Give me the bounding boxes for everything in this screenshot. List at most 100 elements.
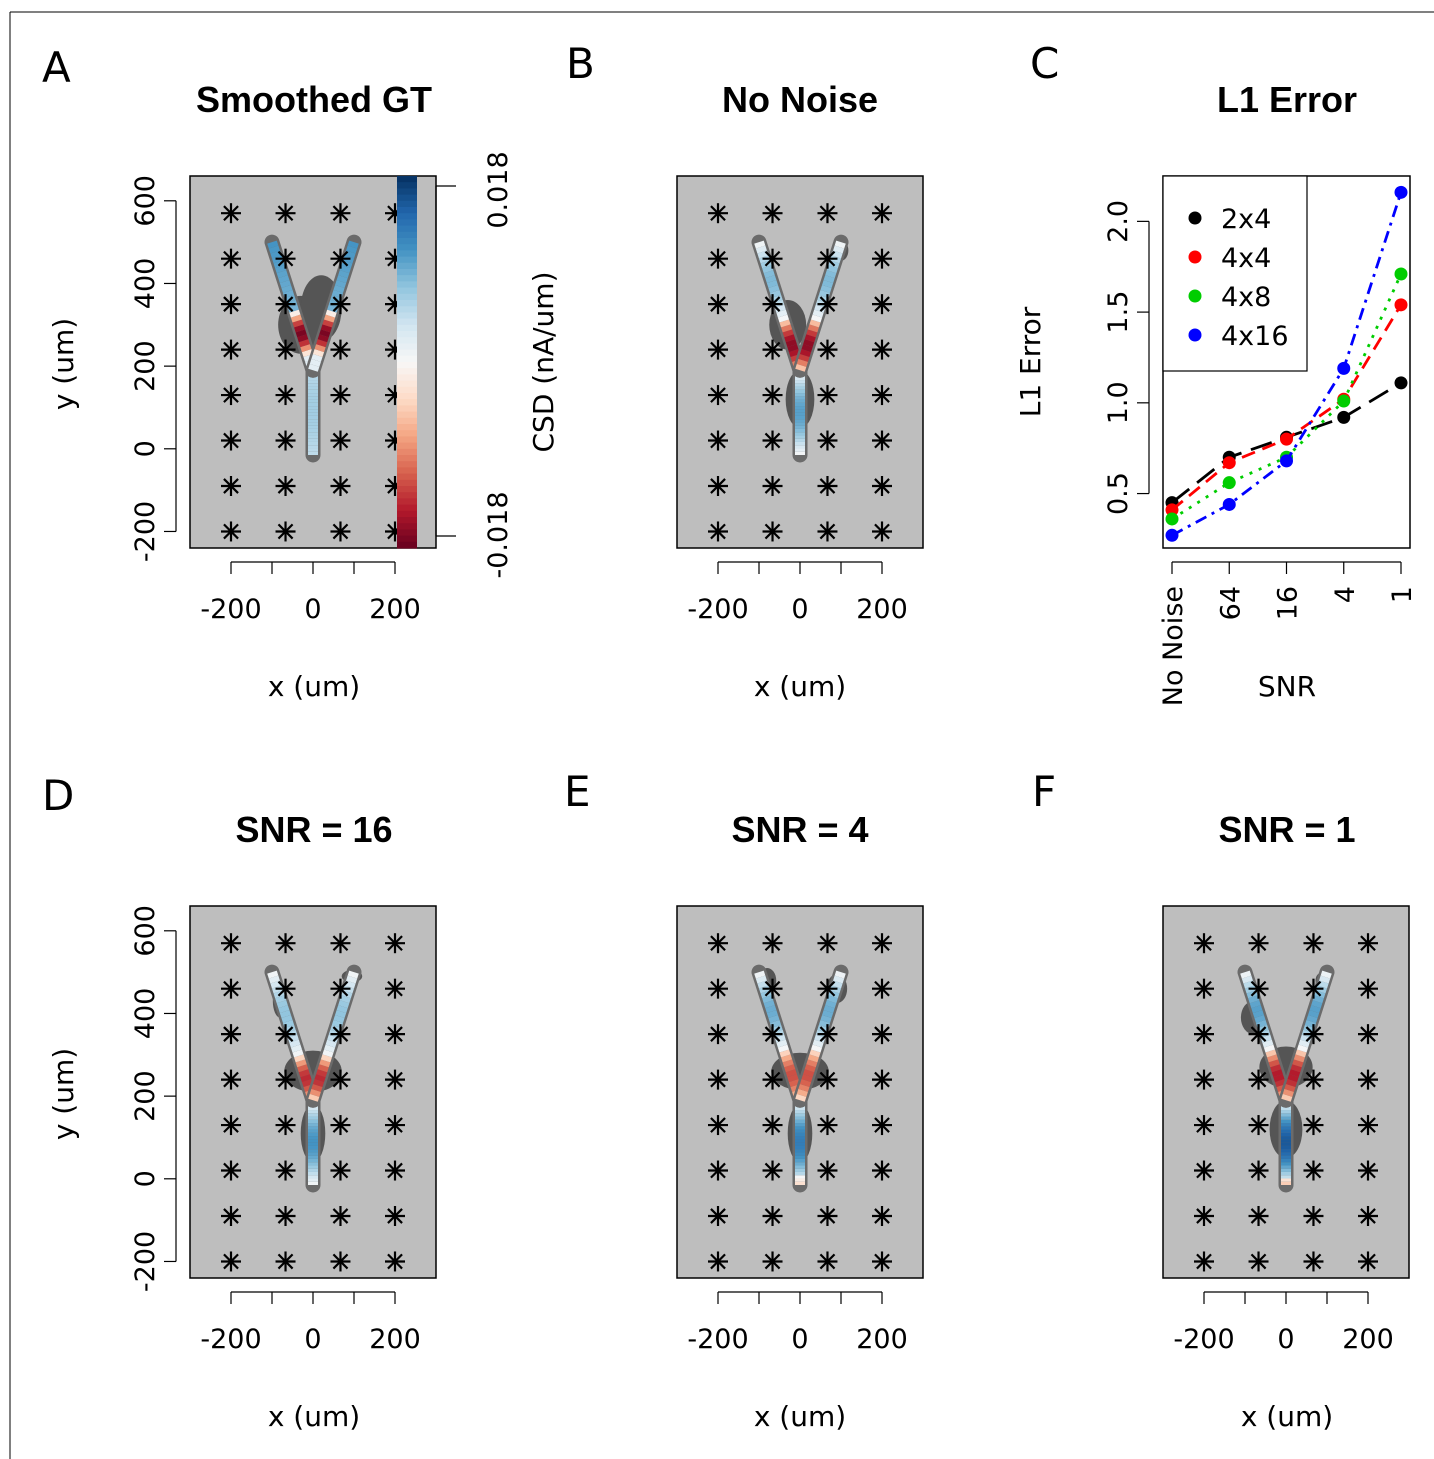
- electrode-marker: [221, 294, 241, 315]
- electrode-marker-stroke: [874, 387, 890, 403]
- csd-segment: [324, 314, 336, 323]
- csd-segment: [777, 1044, 789, 1053]
- colorbar-swatch: [397, 281, 417, 289]
- csd-segment: [807, 1054, 819, 1063]
- electrode-marker-stroke: [277, 1208, 294, 1224]
- electrode-marker-stroke: [223, 1208, 239, 1224]
- electrode-marker: [708, 1160, 728, 1181]
- electrode-marker-stroke: [277, 250, 294, 267]
- electrode-marker-stroke: [819, 296, 836, 312]
- legend-marker: [1188, 211, 1202, 225]
- electrode-marker-stroke: [1250, 1162, 1267, 1179]
- electrode-marker: [275, 476, 296, 496]
- electrode-marker: [872, 339, 892, 360]
- electrode-marker: [708, 933, 728, 954]
- electrode-marker-stroke: [710, 1117, 726, 1133]
- colorbar-label: CSD (nA/um): [527, 272, 560, 453]
- morphology: [1237, 964, 1335, 1193]
- electrode-marker-stroke: [1305, 1117, 1322, 1133]
- electrode-marker: [762, 248, 783, 269]
- electrode-marker-stroke: [277, 980, 294, 997]
- electrode-marker-stroke: [764, 1162, 781, 1179]
- electrode-marker: [872, 1251, 892, 1272]
- csd-segment: [312, 1079, 325, 1088]
- y-axis-label: y (um): [47, 318, 80, 410]
- electrode-grid: [221, 933, 405, 1272]
- csd-segment: [275, 265, 287, 274]
- csd-segment: [1273, 1074, 1285, 1083]
- electrode-marker: [817, 248, 838, 269]
- csd-segment: [1319, 975, 1331, 984]
- y-axis: -200 0 200 400 600: [130, 905, 177, 1292]
- csd-segment: [779, 1049, 791, 1058]
- csd-segment: [807, 324, 819, 333]
- csd-segment: [795, 1093, 807, 1102]
- electrode-marker: [872, 1206, 892, 1226]
- csd-segment: [822, 1010, 834, 1019]
- electrode-marker-stroke: [223, 935, 239, 952]
- electrode-marker-stroke: [874, 1208, 890, 1224]
- electrode-marker: [1194, 1069, 1214, 1090]
- csd-segment: [287, 304, 299, 313]
- electrode-marker-stroke: [1250, 1071, 1267, 1088]
- colorbar-swatch: [397, 182, 417, 189]
- colorbar-swatch: [397, 312, 417, 320]
- electrode-marker: [221, 978, 241, 999]
- csd-segment: [1308, 1010, 1320, 1019]
- csd-segment: [809, 319, 821, 328]
- colorbar-swatch: [397, 448, 417, 456]
- csd-segment: [325, 309, 337, 318]
- electrode-marker: [762, 339, 783, 360]
- csd-segment: [281, 1014, 293, 1023]
- electrode-marker-stroke: [277, 1117, 294, 1133]
- x-tick-label: -200: [1173, 1324, 1234, 1355]
- csd-segment: [1320, 970, 1332, 979]
- electrode-marker-stroke: [710, 205, 726, 222]
- y-tick-label: -200: [130, 501, 161, 562]
- electrode-marker-stroke: [1360, 1208, 1376, 1224]
- colorbar-swatch: [397, 225, 417, 233]
- csd-segment: [801, 1074, 813, 1083]
- csd-segment: [267, 240, 279, 249]
- csd-segment: [344, 980, 356, 989]
- electrode-marker-stroke: [819, 341, 836, 358]
- electrode-marker-stroke: [223, 432, 239, 449]
- electrode-marker: [708, 476, 728, 496]
- electrode-marker-stroke: [1305, 935, 1322, 952]
- csd-segment: [339, 265, 351, 274]
- colorbar-swatch: [397, 213, 417, 220]
- electrode-marker: [872, 248, 892, 269]
- electrode-marker-stroke: [819, 478, 836, 494]
- electrode-marker-stroke: [277, 1071, 294, 1088]
- electrode-marker: [385, 1160, 405, 1181]
- electrode-marker-stroke: [332, 341, 349, 358]
- electrode-marker: [221, 1024, 241, 1045]
- csd-segment: [1306, 1014, 1318, 1023]
- csd-segment: [283, 1019, 295, 1028]
- electrode-marker-stroke: [710, 1162, 726, 1179]
- csd-segment: [776, 1039, 788, 1048]
- electrode-marker-stroke: [332, 387, 349, 403]
- panel-letter: A: [42, 43, 71, 92]
- csd-segment: [281, 284, 293, 293]
- data-point: [1222, 476, 1236, 490]
- x-tick-label: 64: [1215, 586, 1246, 620]
- csd-segment: [1311, 1000, 1323, 1009]
- csd-segment: [785, 1069, 797, 1078]
- electrode-marker: [1303, 1115, 1324, 1136]
- colorbar-swatch: [397, 250, 417, 258]
- electrode-marker: [1358, 1024, 1378, 1045]
- csd-segment: [311, 1083, 323, 1092]
- csd-segment: [765, 1005, 777, 1014]
- x-axis-label: x (um): [268, 670, 360, 703]
- csd-segment: [347, 970, 359, 979]
- electrode-marker: [221, 933, 241, 954]
- electrode-marker-stroke: [874, 250, 890, 267]
- csd-segment: [804, 1064, 816, 1073]
- electrode-marker: [275, 1115, 296, 1136]
- electrode-marker-stroke: [332, 1208, 349, 1224]
- data-point: [1337, 394, 1351, 408]
- csd-segment: [798, 353, 810, 362]
- csd-segment: [295, 329, 307, 338]
- electrode-marker-stroke: [332, 1117, 349, 1133]
